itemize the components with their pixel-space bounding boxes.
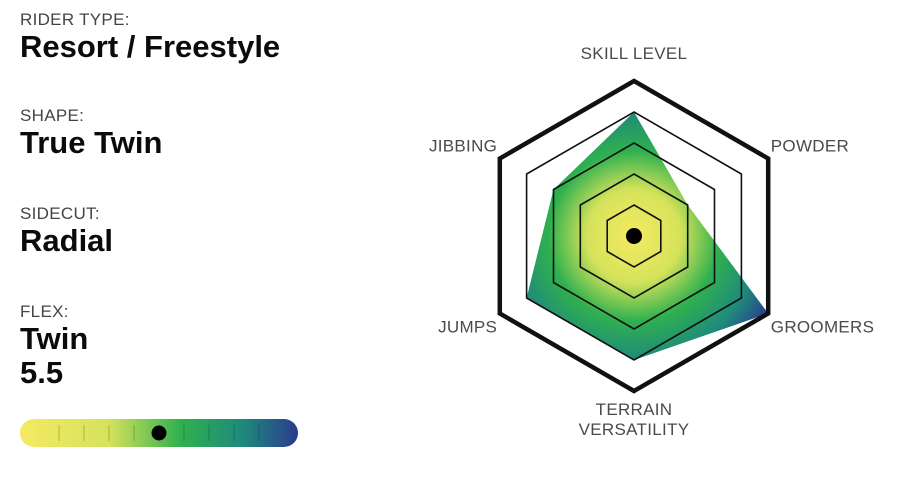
sidecut-value: Radial bbox=[20, 223, 114, 258]
shape-label: SHAPE: bbox=[20, 106, 85, 125]
sidecut-label: SIDECUT: bbox=[20, 204, 100, 223]
radar-axis-label-2: POWDER bbox=[771, 137, 849, 156]
radar-grid-ring-3 bbox=[552, 142, 716, 330]
flex-spec: FLEX: Twin 5.5 bbox=[20, 302, 88, 390]
flex-label: FLEX: bbox=[20, 302, 69, 321]
flex-scale-marker bbox=[151, 425, 167, 441]
rider-type-label: RIDER TYPE: bbox=[20, 10, 130, 29]
flex-scale-bar bbox=[20, 419, 298, 447]
radar-grid-ring-1 bbox=[606, 204, 662, 268]
shape-value: True Twin bbox=[20, 125, 163, 160]
radar-center-dot bbox=[626, 228, 642, 244]
rider-type-spec: RIDER TYPE: Resort / Freestyle bbox=[20, 10, 280, 64]
radar-axis-label-3: GROOMERS bbox=[771, 318, 874, 337]
radar-axis-label-4: TERRAIN VERSATILITY bbox=[579, 400, 690, 439]
radar-axis-label-6: JIBBING bbox=[429, 137, 497, 156]
radar-axis-label-5: JUMPS bbox=[438, 318, 497, 337]
radar-chart: SKILL LEVEL POWDER GROOMERS TERRAIN VERSATIL… bbox=[429, 44, 874, 439]
radar-series-area bbox=[526, 112, 769, 360]
radar-outer-ring bbox=[497, 78, 771, 394]
radar-axis-label-1: SKILL LEVEL bbox=[581, 44, 688, 63]
radar-grid-ring-4 bbox=[525, 111, 743, 361]
sidecut-spec: SIDECUT: Radial bbox=[20, 204, 113, 258]
rider-type-value: Resort / Freestyle bbox=[20, 29, 281, 64]
flex-value-name: Twin bbox=[20, 321, 89, 356]
shape-spec: SHAPE: True Twin bbox=[20, 106, 162, 160]
radar-grid-ring-2 bbox=[579, 173, 689, 299]
flex-value-number: 5.5 bbox=[20, 355, 64, 390]
